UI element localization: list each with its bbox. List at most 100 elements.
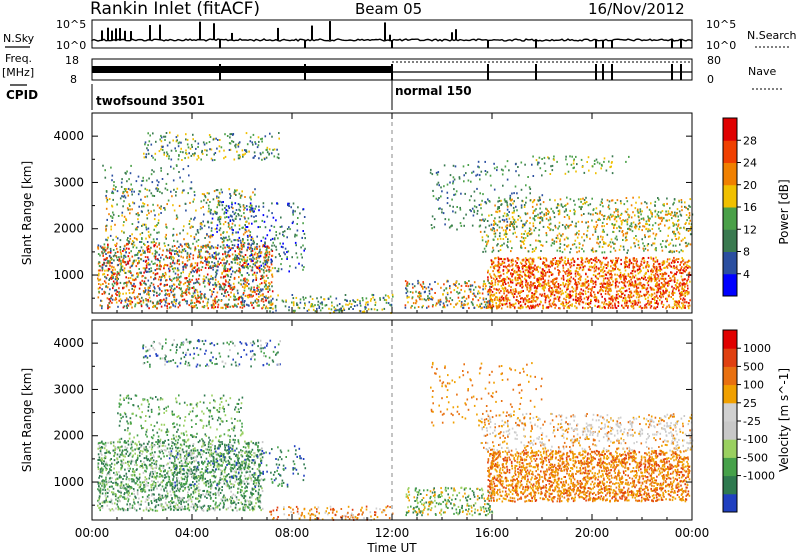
range-gate-cell — [458, 283, 460, 286]
range-gate-cell — [684, 223, 687, 225]
range-gate-cell — [579, 297, 582, 300]
range-gate-cell — [195, 233, 197, 236]
range-gate-cell — [262, 262, 264, 265]
range-gate-cell — [166, 153, 169, 156]
range-gate-cell — [228, 269, 231, 272]
range-gate-cell — [681, 257, 683, 260]
range-gate-cell — [655, 283, 657, 286]
range-gate-cell — [138, 261, 140, 264]
range-gate-cell — [595, 296, 598, 299]
range-gate-cell — [168, 302, 170, 305]
range-gate-cell — [273, 148, 276, 151]
range-gate-cell — [615, 307, 618, 310]
range-gate-cell — [165, 297, 168, 300]
range-gate-cell — [552, 282, 554, 285]
range-gate-cell — [111, 294, 113, 297]
range-gate-cell — [267, 277, 269, 279]
range-gate-cell — [236, 289, 239, 292]
range-gate-cell — [504, 303, 507, 306]
range-gate-cell — [331, 301, 333, 304]
range-gate-cell — [106, 239, 109, 242]
range-gate-cell — [270, 281, 273, 284]
range-gate-cell — [138, 298, 141, 301]
range-gate-cell — [598, 267, 600, 270]
range-gate-cell — [228, 255, 231, 258]
range-gate-cell — [406, 284, 409, 287]
range-gate-cell — [689, 299, 691, 302]
range-gate-cell — [285, 299, 287, 302]
range-gate-cell — [581, 269, 584, 272]
range-gate-cell — [156, 245, 158, 248]
range-gate-cell — [464, 282, 467, 285]
range-gate-cell — [199, 222, 202, 225]
range-gate-cell — [153, 170, 155, 173]
range-gate-cell — [116, 279, 118, 282]
range-gate-cell — [166, 248, 168, 251]
range-gate-cell — [228, 282, 231, 285]
range-gate-cell — [608, 304, 611, 307]
range-gate-cell — [117, 251, 119, 253]
range-gate-cell — [234, 239, 237, 242]
range-gate-cell — [267, 296, 270, 299]
range-gate-cell — [590, 277, 593, 280]
range-gate-cell — [225, 273, 228, 276]
range-gate-cell — [137, 295, 139, 298]
range-gate-cell — [582, 268, 585, 271]
range-gate-cell — [605, 288, 607, 291]
range-gate-cell — [244, 152, 247, 155]
range-gate-cell — [544, 299, 547, 302]
range-gate-cell — [167, 302, 169, 305]
range-gate-cell — [221, 208, 224, 211]
range-gate-cell — [163, 265, 165, 268]
range-gate-cell — [238, 208, 240, 211]
range-gate-cell — [249, 289, 252, 292]
range-gate-cell — [632, 284, 634, 287]
range-gate-cell — [306, 309, 309, 312]
range-gate-cell — [249, 295, 251, 298]
range-gate-cell — [661, 261, 664, 264]
range-gate-cell — [198, 301, 201, 304]
range-gate-cell — [657, 297, 659, 300]
range-gate-cell — [164, 236, 167, 239]
range-gate-cell — [619, 288, 622, 291]
range-gate-cell — [265, 305, 268, 308]
range-gate-cell — [514, 288, 517, 290]
range-gate-cell — [550, 293, 553, 296]
range-gate-cell — [479, 303, 481, 306]
range-gate-cell — [623, 278, 625, 281]
range-gate-cell — [228, 263, 231, 266]
range-gate-cell — [146, 188, 148, 191]
range-gate-cell — [500, 296, 503, 299]
range-gate-cell — [456, 290, 458, 293]
range-gate-cell — [261, 298, 263, 301]
range-gate-cell — [158, 231, 160, 234]
range-gate-cell — [256, 146, 259, 149]
range-gate-cell — [274, 304, 277, 307]
range-gate-cell — [370, 298, 372, 300]
range-gate-cell — [638, 306, 641, 308]
range-gate-cell — [141, 296, 143, 299]
range-gate-cell — [227, 275, 229, 278]
range-gate-cell — [658, 284, 660, 287]
range-gate-cell — [653, 296, 655, 299]
range-gate-cell — [512, 267, 514, 270]
range-gate-cell — [557, 260, 559, 263]
range-gate-cell — [588, 259, 590, 262]
range-gate-cell — [181, 180, 184, 183]
range-gate-cell — [628, 266, 630, 269]
range-gate-cell — [215, 251, 217, 254]
range-gate-cell — [142, 267, 145, 270]
range-gate-cell — [184, 202, 187, 205]
range-gate-cell — [130, 265, 133, 268]
range-gate-cell — [668, 306, 671, 309]
range-gate-cell — [335, 309, 338, 312]
range-gate-cell — [194, 265, 197, 268]
range-gate-cell — [675, 300, 677, 303]
range-gate-cell — [256, 254, 259, 257]
range-gate-cell — [559, 262, 561, 265]
range-gate-cell — [558, 299, 561, 302]
range-gate-cell — [659, 277, 662, 280]
range-gate-cell — [185, 242, 187, 245]
range-gate-cell — [213, 252, 216, 255]
